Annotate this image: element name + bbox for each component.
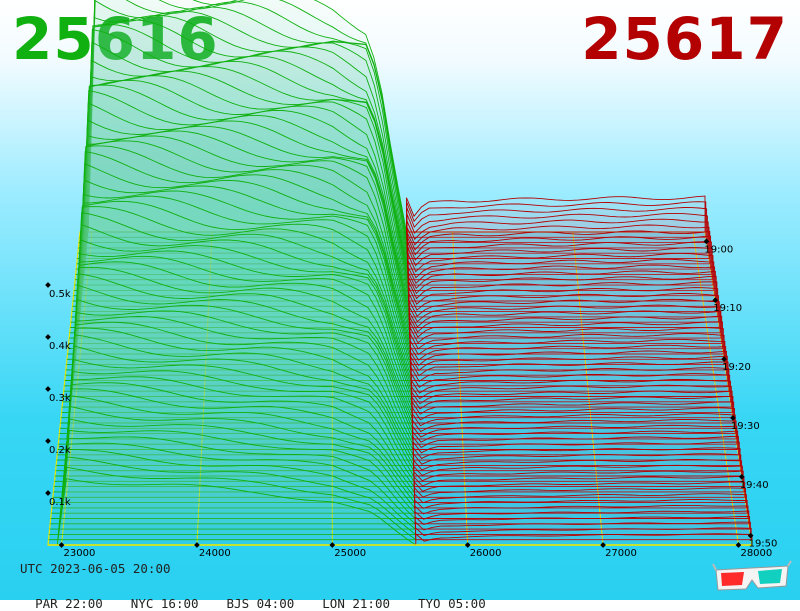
time-tick-label-19:50: 19:50 [749, 539, 778, 550]
y-tick-label-0.4k: 0.4k [49, 341, 71, 352]
x-tick-label-26000: 26000 [470, 548, 502, 559]
y-tick-mark-0.4k [45, 334, 51, 340]
3d-glasses-icon[interactable] [712, 560, 792, 594]
x-tick-label-23000: 23000 [64, 548, 96, 559]
x-tick-label-28000: 28000 [740, 548, 772, 559]
y-tick-label-0.3k: 0.3k [49, 393, 71, 404]
y-tick-mark-0.3k [45, 386, 51, 392]
city-times: PAR 22:00 NYC 16:00 BJS 04:00 LON 21:00 TYO … [20, 581, 514, 611]
time-tick-label-19:30: 19:30 [731, 421, 760, 432]
city-time-bjs: BJS 04:00 [227, 596, 295, 611]
x-tick-label-24000: 24000 [199, 548, 231, 559]
utc-time: UTC 2023-06-05 20:00 [20, 561, 171, 576]
city-time-lon: LON 21:00 [322, 596, 390, 611]
time-tick-label-19:00: 19:00 [704, 244, 733, 255]
x-tick-label-27000: 27000 [605, 548, 637, 559]
city-time-nyc: NYC 16:00 [131, 596, 199, 611]
city-time-tyo: TYO 05:00 [418, 596, 486, 611]
city-time-par: PAR 22:00 [35, 596, 103, 611]
x-tick-label-25000: 25000 [334, 548, 366, 559]
y-tick-mark-0.5k [45, 282, 51, 288]
time-tick-label-19:20: 19:20 [722, 362, 751, 373]
time-tick-label-19:40: 19:40 [740, 480, 769, 491]
y-tick-label-0.5k: 0.5k [49, 289, 71, 300]
y-tick-mark-0.1k [45, 490, 51, 496]
time-tick-label-19:10: 19:10 [713, 303, 742, 314]
y-tick-label-0.2k: 0.2k [49, 445, 71, 456]
y-tick-mark-0.2k [45, 438, 51, 444]
y-tick-label-0.1k: 0.1k [49, 497, 71, 508]
chart-series [48, 0, 752, 545]
